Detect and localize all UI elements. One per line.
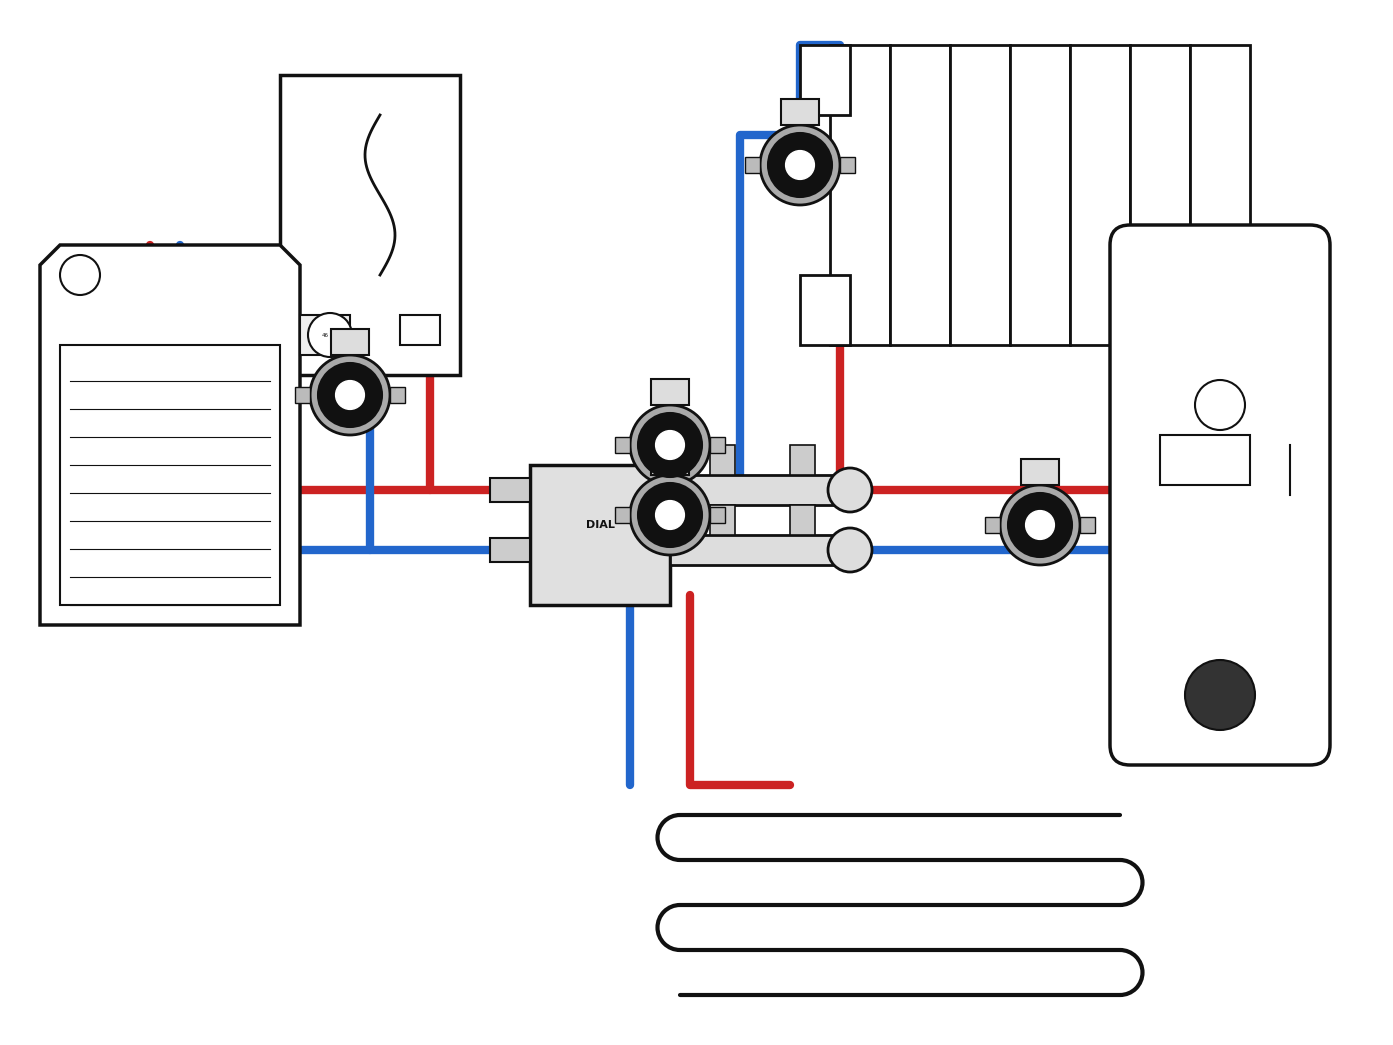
Circle shape [1025,511,1055,539]
Bar [614,507,630,522]
Circle shape [827,528,872,572]
Bar [330,329,369,355]
Bar [295,387,311,403]
Circle shape [630,475,710,555]
Circle shape [1185,660,1255,730]
Bar [1190,45,1250,345]
Polygon shape [40,245,299,625]
Bar [400,315,440,345]
Circle shape [1000,485,1080,565]
Bar [745,157,761,173]
Bar [1130,45,1190,345]
Bar [830,45,890,345]
Bar [280,75,460,375]
Bar [651,379,690,405]
Bar [790,505,815,535]
Circle shape [786,150,815,180]
Bar [60,345,280,605]
Text: DIAL: DIAL [585,520,614,530]
Circle shape [638,483,702,547]
Bar [840,157,855,173]
Circle shape [630,405,710,485]
Bar [490,478,529,502]
Bar [710,507,724,522]
Bar [710,437,724,452]
Bar [614,437,630,452]
Bar [529,465,670,605]
Circle shape [827,468,872,512]
FancyBboxPatch shape [1110,225,1330,765]
Circle shape [308,314,352,357]
Bar [651,449,690,475]
Bar [710,505,736,535]
Text: 46: 46 [322,332,329,338]
Bar [950,45,1010,345]
Circle shape [656,431,684,460]
Bar [790,445,815,475]
Bar [1160,435,1250,485]
Bar [299,315,350,355]
Circle shape [1195,380,1245,429]
Bar [490,538,529,562]
Bar [1021,460,1059,485]
Bar [1010,45,1070,345]
Circle shape [768,133,832,198]
Circle shape [311,355,390,435]
Bar [390,387,405,403]
Bar [800,45,850,115]
Bar [670,535,850,565]
Circle shape [656,501,684,530]
Bar [1080,517,1095,533]
Bar [710,445,736,475]
Circle shape [1009,493,1073,557]
Bar [1070,45,1130,345]
Circle shape [60,255,100,295]
Bar [800,275,850,345]
Bar [670,475,850,505]
Circle shape [336,380,365,410]
Circle shape [761,125,840,205]
Circle shape [638,413,702,477]
Bar [890,45,950,345]
Bar [781,99,819,125]
Circle shape [318,363,382,427]
Bar [985,517,1000,533]
